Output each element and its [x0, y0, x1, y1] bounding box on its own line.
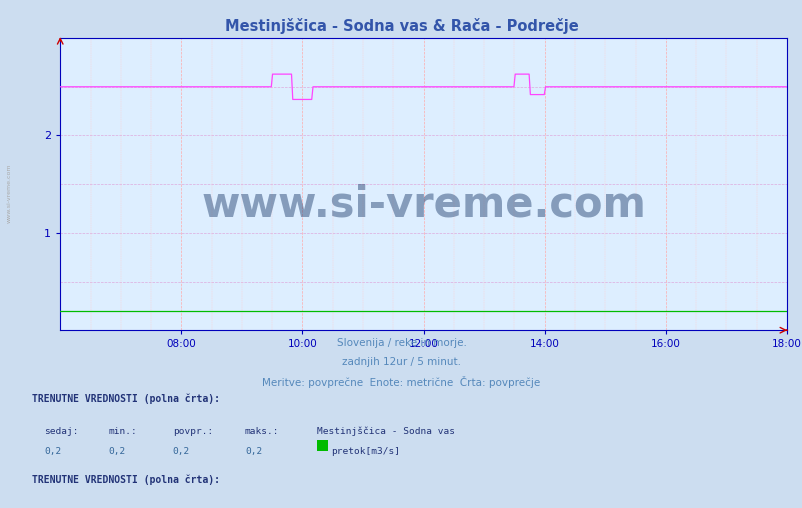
Text: pretok[m3/s]: pretok[m3/s]: [330, 447, 399, 456]
Text: Slovenija / reke in morje.: Slovenija / reke in morje.: [336, 338, 466, 348]
Text: 0,2: 0,2: [44, 447, 61, 456]
Text: TRENUTNE VREDNOSTI (polna črta):: TRENUTNE VREDNOSTI (polna črta):: [32, 394, 220, 404]
Text: 0,2: 0,2: [172, 447, 189, 456]
Text: Meritve: povprečne  Enote: metrične  Črta: povprečje: Meritve: povprečne Enote: metrične Črta:…: [262, 376, 540, 389]
Text: 0,2: 0,2: [108, 447, 125, 456]
Text: sedaj:: sedaj:: [44, 427, 79, 436]
Text: povpr.:: povpr.:: [172, 427, 213, 436]
Text: Mestinjščica - Sodna vas: Mestinjščica - Sodna vas: [317, 427, 455, 436]
Text: www.si-vreme.com: www.si-vreme.com: [7, 163, 12, 223]
Text: min.:: min.:: [108, 427, 137, 436]
Text: TRENUTNE VREDNOSTI (polna črta):: TRENUTNE VREDNOSTI (polna črta):: [32, 475, 220, 486]
Text: www.si-vreme.com: www.si-vreme.com: [200, 183, 646, 226]
Text: 0,2: 0,2: [245, 447, 261, 456]
Text: Mestinjščica - Sodna vas & Rača - Podrečje: Mestinjščica - Sodna vas & Rača - Podreč…: [225, 18, 577, 34]
Text: maks.:: maks.:: [245, 427, 279, 436]
Text: zadnjih 12ur / 5 minut.: zadnjih 12ur / 5 minut.: [342, 357, 460, 367]
